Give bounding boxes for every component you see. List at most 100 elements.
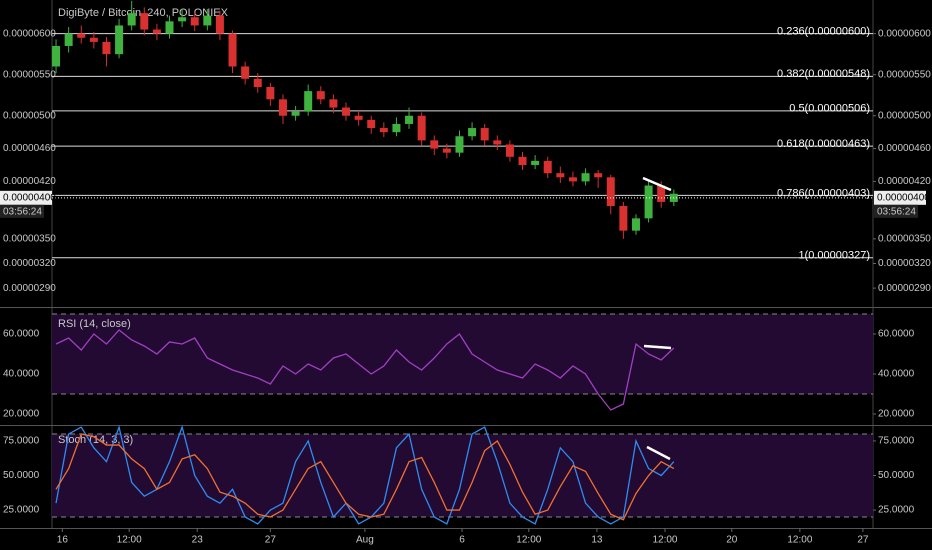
y-tick-label: 50.0000 <box>878 470 915 481</box>
x-tick-label: 12:00 <box>117 535 142 546</box>
fib-label: 0.5(0.00000506) <box>789 103 870 115</box>
y-tick-label: 0.00000550 <box>878 69 931 80</box>
candle-body <box>304 91 313 112</box>
candle-body <box>594 173 603 178</box>
candle-body <box>152 29 161 34</box>
fib-label: 1(0.00000327) <box>798 250 870 262</box>
last-price-box <box>0 190 52 205</box>
y-tick-label: 60.0000 <box>3 329 40 340</box>
candle-body <box>241 66 250 79</box>
y-tick-label: 0.00000350 <box>878 234 931 245</box>
y-tick-label: 0.00000290 <box>878 283 931 294</box>
candle-body <box>52 45 61 67</box>
candle-body <box>190 17 199 26</box>
trend-drawing <box>643 344 672 350</box>
x-tick-label: 23 <box>192 535 204 546</box>
candle-body <box>253 78 262 88</box>
candle-body <box>291 111 300 116</box>
x-tick-label: 13 <box>591 535 603 546</box>
fib-label: 0.786(0.00000403) <box>777 187 870 199</box>
last-price-label: 0.00000400 <box>3 192 56 203</box>
candle-body <box>140 13 149 30</box>
candle-body <box>405 115 414 124</box>
candle-body <box>367 119 376 129</box>
x-tick-label: 16 <box>57 535 69 546</box>
candle-body <box>568 177 577 182</box>
candle-body <box>203 15 212 26</box>
countdown-box <box>874 204 918 218</box>
candle-body <box>606 177 615 207</box>
chart-title: DigiByte / Bitcoin, 240, POLONIEX <box>58 7 229 19</box>
candle-body <box>379 128 388 133</box>
x-tick-label: 12:00 <box>787 535 812 546</box>
y-tick-label: 40.0000 <box>878 369 915 380</box>
countdown: 03:56:24 <box>3 206 42 217</box>
line <box>55 433 675 521</box>
y-tick-label: 0.00000500 <box>3 110 56 121</box>
candle-body <box>266 87 275 100</box>
line <box>55 424 675 525</box>
y-tick-label: 0.00000550 <box>3 69 56 80</box>
y-tick-label: 0.00000460 <box>3 143 56 154</box>
candle-body <box>518 156 527 165</box>
y-tick-label: 0.00000350 <box>3 234 56 245</box>
candle-body <box>631 218 640 231</box>
candle-body <box>342 107 351 116</box>
y-tick-label: 0.00000420 <box>3 176 56 187</box>
x-tick-label: 27 <box>265 535 277 546</box>
candle-body <box>77 33 86 38</box>
y-tick-label: 50.0000 <box>3 470 40 481</box>
y-tick-label: 25.0000 <box>878 505 915 516</box>
x-tick-label: 6 <box>459 535 465 546</box>
candle-body <box>442 148 451 153</box>
candle-body <box>102 41 111 55</box>
fib-label: 0.382(0.00000548) <box>777 68 870 80</box>
indicator-title: Stoch (14, 3, 3) <box>58 434 133 446</box>
candle-body <box>115 25 124 55</box>
candle-body <box>64 33 73 46</box>
candle-body <box>417 115 426 141</box>
y-tick-label: 0.00000290 <box>3 283 56 294</box>
candle-body <box>543 160 552 174</box>
y-tick-label: 0.00000500 <box>878 110 931 121</box>
candle-body <box>89 37 98 42</box>
candle-body <box>127 13 136 26</box>
candle-body <box>657 185 666 202</box>
trend-drawing <box>642 176 672 192</box>
candle-body <box>480 128 489 141</box>
candle-body <box>228 33 237 67</box>
y-tick-label: 0.00000420 <box>878 176 931 187</box>
y-tick-label: 0.00000600 <box>878 28 931 39</box>
candle-body <box>392 123 401 133</box>
x-tick-label: 20 <box>726 535 738 546</box>
candle-body <box>165 21 174 34</box>
y-tick-label: 60.0000 <box>878 329 915 340</box>
candle-body <box>455 136 464 153</box>
candle-body <box>215 15 224 34</box>
y-tick-label: 25.0000 <box>3 505 40 516</box>
x-tick-label: 12:00 <box>652 535 677 546</box>
y-tick-label: 20.0000 <box>878 409 915 420</box>
candle-body <box>329 99 338 108</box>
candle-body <box>278 99 287 116</box>
candle-body <box>493 140 502 145</box>
band-fill <box>52 314 873 394</box>
countdown-box <box>0 204 44 218</box>
candle-body <box>354 115 363 120</box>
y-tick-label: 75.0000 <box>878 436 915 447</box>
candle-body <box>178 17 187 22</box>
candle-body <box>644 185 653 219</box>
y-tick-label: 40.0000 <box>3 369 40 380</box>
candle-body <box>505 144 514 157</box>
y-tick-label: 0.00000600 <box>3 28 56 39</box>
candle-body <box>531 160 540 165</box>
x-tick-label: 27 <box>857 535 869 546</box>
candle-body <box>430 140 439 149</box>
last-price-box <box>874 190 926 205</box>
y-tick-label: 75.0000 <box>3 436 40 447</box>
trend-drawing <box>646 445 671 461</box>
candle-body <box>581 173 590 182</box>
y-tick-label: 20.0000 <box>3 409 40 420</box>
x-tick-label: 12:00 <box>516 535 541 546</box>
